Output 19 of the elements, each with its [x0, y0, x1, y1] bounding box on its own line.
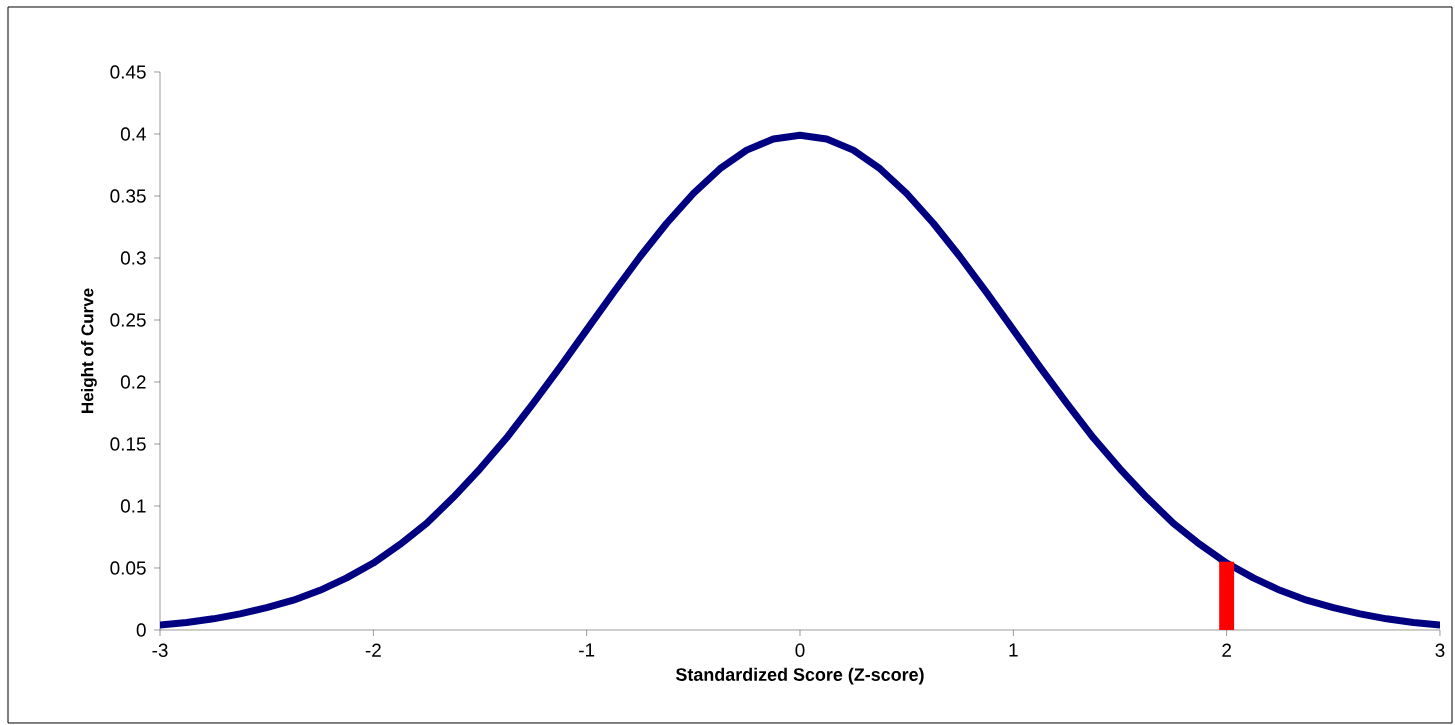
- y-tick-label: 0.2: [120, 375, 146, 389]
- y-tick-label: 0.45: [110, 65, 146, 79]
- y-tick-label: 0.35: [110, 189, 146, 203]
- x-tick-label: 3: [1435, 643, 1445, 657]
- y-tick-label: 0: [136, 623, 146, 637]
- y-tick-label: 0.05: [110, 561, 146, 575]
- y-tick-label: 0.3: [120, 251, 146, 265]
- y-tick-label: 0.15: [110, 437, 146, 451]
- x-tick-label: 0: [795, 643, 805, 657]
- x-tick-label: 1: [1009, 643, 1018, 657]
- x-tick-label: -3: [152, 643, 168, 657]
- x-tick-label: 2: [1222, 643, 1231, 657]
- y-axis-title: Height of Curve: [80, 288, 97, 413]
- y-tick-label: 0.25: [110, 313, 146, 327]
- x-tick-label: -2: [365, 643, 381, 657]
- y-tick-label: 0.1: [120, 499, 146, 513]
- x-axis-title: Standardized Score (Z-score): [675, 667, 924, 685]
- y-tick-label: 0.4: [120, 127, 146, 141]
- x-tick-label: -1: [579, 643, 595, 657]
